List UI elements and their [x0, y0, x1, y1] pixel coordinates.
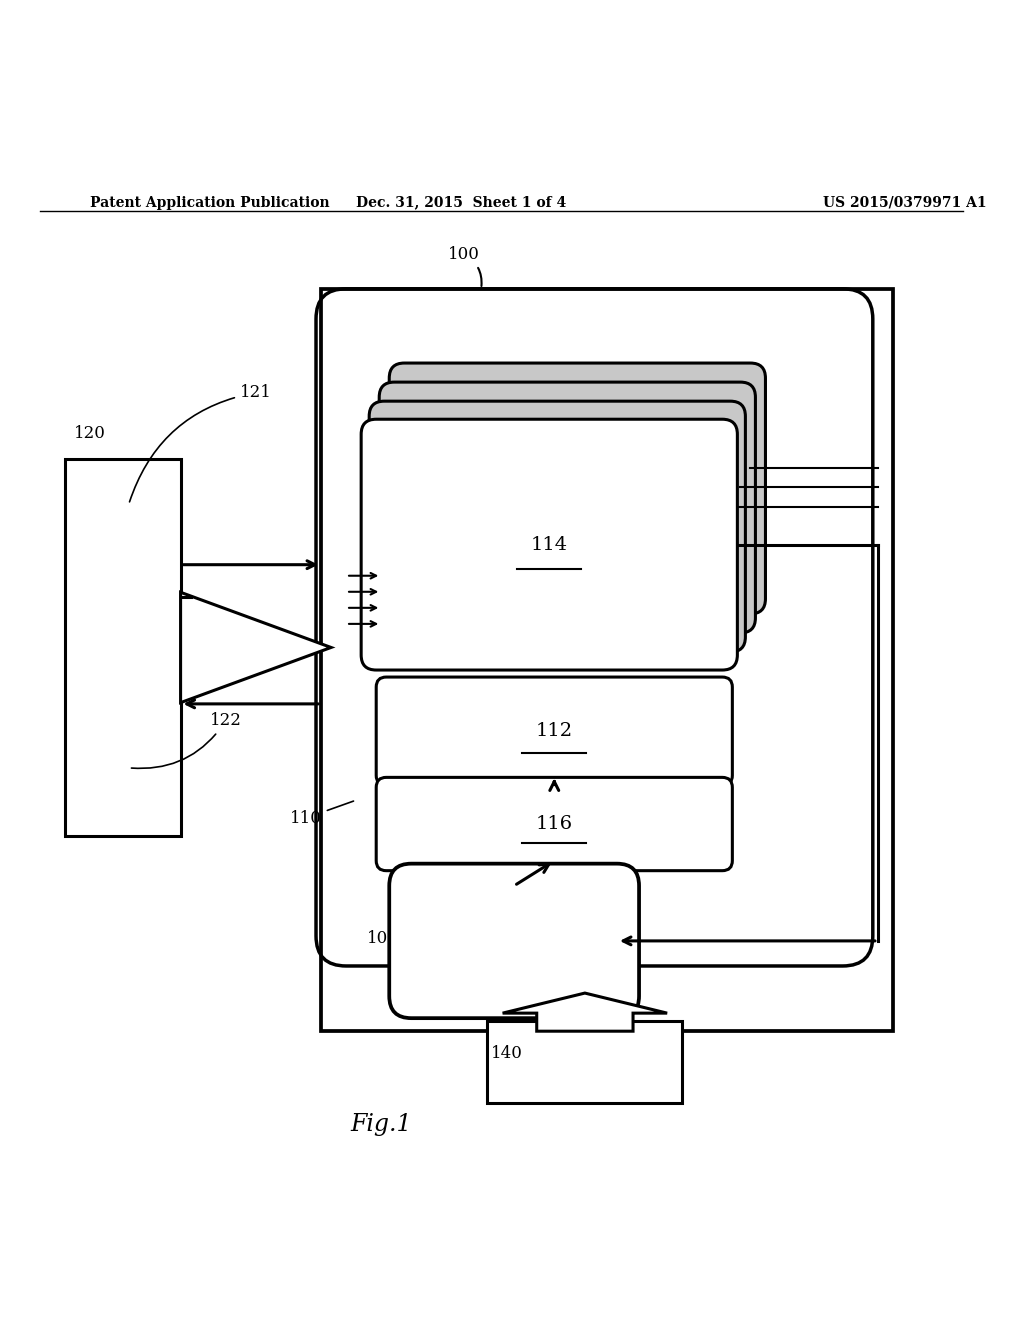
Text: 141: 141: [545, 998, 628, 1018]
Polygon shape: [503, 993, 668, 1031]
FancyBboxPatch shape: [379, 381, 756, 632]
Text: 112: 112: [536, 722, 572, 741]
FancyBboxPatch shape: [389, 863, 639, 1018]
Text: Patent Application Publication: Patent Application Publication: [90, 195, 330, 210]
Text: 120: 120: [75, 425, 106, 442]
Bar: [486, 1022, 682, 1104]
FancyBboxPatch shape: [370, 401, 745, 652]
Text: 121: 121: [129, 384, 271, 502]
Text: 100: 100: [447, 246, 481, 286]
Text: Dec. 31, 2015  Sheet 1 of 4: Dec. 31, 2015 Sheet 1 of 4: [356, 195, 566, 210]
Polygon shape: [180, 593, 331, 702]
Text: 140: 140: [490, 1045, 522, 1063]
Text: 101: 101: [368, 929, 414, 957]
FancyBboxPatch shape: [376, 677, 732, 785]
Text: 116: 116: [536, 814, 572, 833]
Text: US 2015/0379971 A1: US 2015/0379971 A1: [822, 195, 986, 210]
Text: 114: 114: [530, 536, 568, 553]
Text: Fig.1: Fig.1: [350, 1113, 412, 1137]
Text: 122: 122: [131, 713, 242, 768]
Bar: [66, 459, 180, 836]
FancyBboxPatch shape: [361, 420, 737, 671]
Bar: [322, 289, 893, 1031]
FancyBboxPatch shape: [376, 777, 732, 871]
FancyBboxPatch shape: [389, 363, 766, 614]
Text: 110: 110: [290, 801, 353, 826]
